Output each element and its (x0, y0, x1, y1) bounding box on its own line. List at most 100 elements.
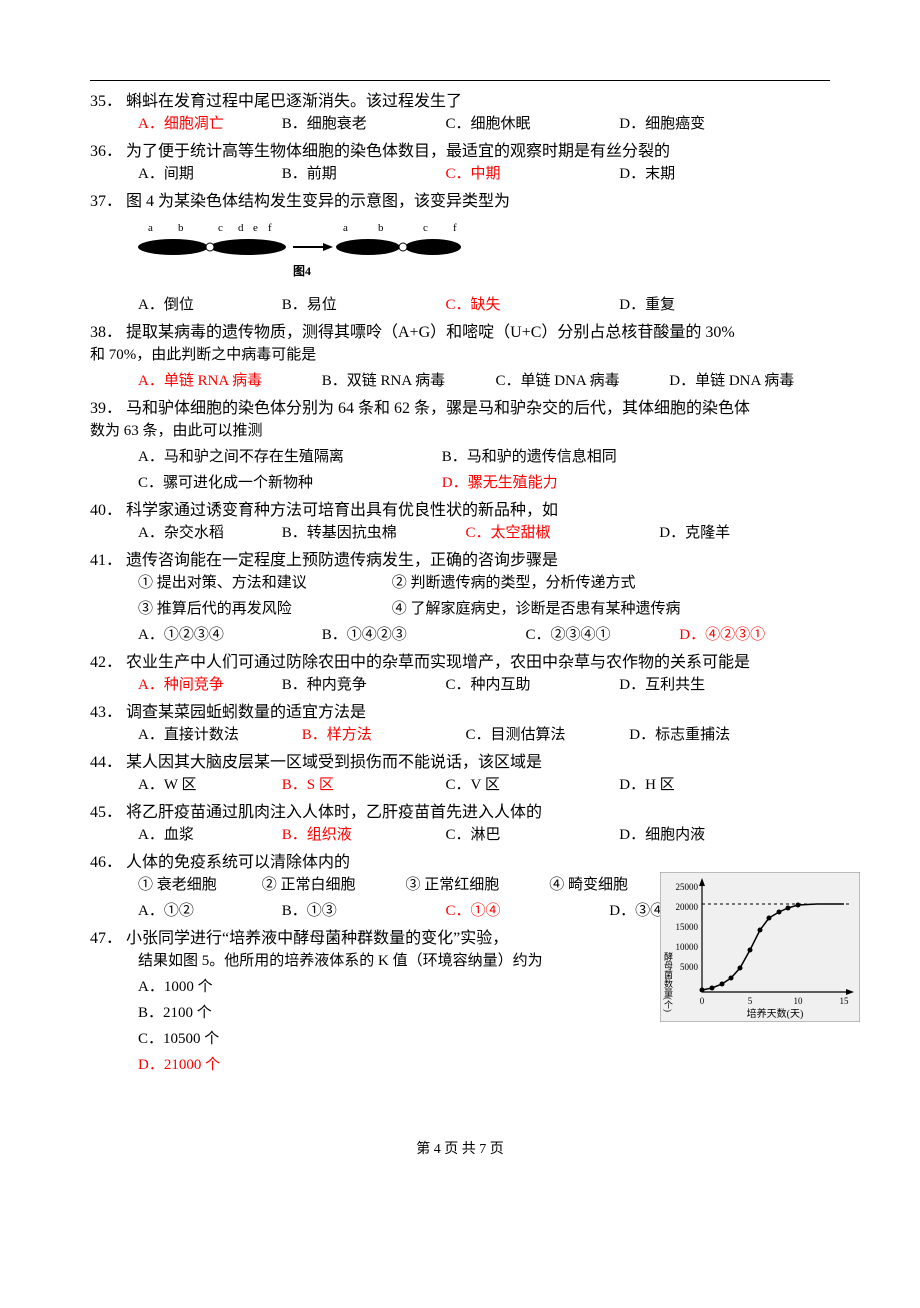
q41-optD: D．④②③① (679, 622, 765, 648)
q39-text: 马和驴体细胞的染色体分别为 64 条和 62 条，骡是马和驴杂交的后代，其体细胞… (126, 394, 830, 418)
question-45: 45． 将乙肝疫苗通过肌肉注入人体时，乙肝疫苗首先进入人体的 (90, 798, 830, 822)
q36-optC: C．中期 (446, 161, 616, 187)
q37-optA: A．倒位 (138, 292, 278, 318)
page-footer: 第 4 页 共 7 页 (90, 1138, 830, 1158)
q37-figure: a b c d e f a b c f 图4 (90, 211, 830, 292)
q39-optD: D．骡无生殖能力 (442, 470, 558, 496)
svg-text:a: a (148, 222, 153, 234)
q35-text: 蝌蚪在发育过程中尾巴逐渐消失。该过程发生了 (126, 87, 830, 111)
q47-num: 47． (90, 924, 126, 948)
chromosome-diagram: a b c d e f a b c f 图4 (138, 219, 478, 283)
q36-num: 36． (90, 137, 126, 161)
q46-optB: B．①③ (282, 898, 442, 924)
q35-num: 35． (90, 87, 126, 111)
q43-optC: C．目测估算法 (466, 722, 626, 748)
q45-num: 45． (90, 798, 126, 822)
q37-num: 37． (90, 187, 126, 211)
q37-optC: C．缺失 (446, 292, 616, 318)
q42-options: A．种间竞争 B．种内竞争 C．种内互助 D．互利共生 (90, 672, 830, 698)
svg-text:25000: 25000 (676, 882, 699, 892)
q41-optB: B．①④②③ (322, 622, 522, 648)
q35-optC: C．细胞休眠 (446, 111, 616, 137)
q40-num: 40． (90, 496, 126, 520)
q41-num: 41． (90, 546, 126, 570)
question-44: 44． 某人因其大脑皮层某一区域受到损伤而不能说话，该区域是 (90, 748, 830, 772)
q47-optC: C．10500 个 (90, 1026, 830, 1052)
q43-options: A．直接计数法 B．样方法 C．目测估算法 D．标志重捕法 (90, 722, 830, 748)
q37-optD: D．重复 (619, 292, 675, 318)
q38-text: 提取某病毒的遗传物质，测得其嘌呤（A+G）和嘧啶（U+C）分别占总核苷酸量的 3… (126, 318, 830, 342)
q39-options-row2: C．骡可进化成一个新物种 D．骡无生殖能力 (90, 470, 830, 496)
question-37: 37． 图 4 为某染色体结构发生变异的示意图，该变异类型为 (90, 187, 830, 211)
q41-optA: A．①②③④ (138, 622, 318, 648)
svg-text:酵母菌数量(个): 酵母菌数量(个) (663, 952, 673, 1012)
q35-options: A．细胞凋亡 B．细胞衰老 C．细胞休眠 D．细胞癌变 (90, 111, 830, 137)
q37-options: A．倒位 B．易位 C．缺失 D．重复 (90, 292, 830, 318)
q41-l4: ④ 了解家庭病史，诊断是否患有某种遗传病 (392, 596, 681, 622)
q43-optD: D．标志重捕法 (629, 722, 730, 748)
q46-optD: D．③④ (609, 898, 665, 924)
q36-optA: A．间期 (138, 161, 278, 187)
q41-list-row1: ① 提出对策、方法和建议 ② 判断遗传病的类型，分析传递方式 (90, 570, 830, 596)
svg-text:10000: 10000 (676, 942, 699, 952)
svg-text:d: d (238, 222, 244, 234)
q40-optB: B．转基因抗虫棉 (282, 520, 462, 546)
q38-optC: C．单链 DNA 病毒 (496, 368, 666, 394)
q35-optB: B．细胞衰老 (282, 111, 442, 137)
q43-optB: B．样方法 (302, 722, 462, 748)
svg-text:b: b (178, 222, 184, 234)
svg-text:15000: 15000 (676, 922, 699, 932)
question-36: 36． 为了便于统计高等生物体细胞的染色体数目，最适宜的观察时期是有丝分裂的 (90, 137, 830, 161)
q45-optC: C．淋巴 (446, 822, 616, 848)
svg-text:f: f (268, 222, 272, 234)
q40-text: 科学家通过诱变育种方法可培育出具有优良性状的新品种，如 (126, 496, 830, 520)
q36-options: A．间期 B．前期 C．中期 D．末期 (90, 161, 830, 187)
q36-text: 为了便于统计高等生物体细胞的染色体数目，最适宜的观察时期是有丝分裂的 (126, 137, 830, 161)
question-46: 46． 人体的免疫系统可以清除体内的 (90, 848, 830, 872)
q37-optB: B．易位 (282, 292, 442, 318)
q39-options-row1: A．马和驴之间不存在生殖隔离 B．马和驴的遗传信息相同 (90, 444, 830, 470)
q46-optA: A．①② (138, 898, 278, 924)
question-43: 43． 调查某菜园蚯蚓数量的适宜方法是 (90, 698, 830, 722)
svg-text:b: b (378, 222, 384, 234)
q39-optC: C．骡可进化成一个新物种 (138, 470, 438, 496)
q38-text2: 和 70%，由此判断之中病毒可能是 (90, 342, 830, 368)
q42-optA: A．种间竞争 (138, 672, 278, 698)
svg-text:a: a (343, 222, 348, 234)
question-38: 38． 提取某病毒的遗传物质，测得其嘌呤（A+G）和嘧啶（U+C）分别占总核苷酸… (90, 318, 830, 342)
q45-optD: D．细胞内液 (619, 822, 705, 848)
q46-optC: C．①④ (446, 898, 606, 924)
q45-optB: B．组织液 (282, 822, 442, 848)
svg-text:15: 15 (840, 996, 850, 1006)
q46-text: 人体的免疫系统可以清除体内的 (126, 848, 830, 872)
q41-optC: C．②③④① (526, 622, 676, 648)
q44-optC: C．V 区 (446, 772, 616, 798)
q43-optA: A．直接计数法 (138, 722, 298, 748)
svg-text:0: 0 (700, 996, 705, 1006)
q41-list-row2: ③ 推算后代的再发风险 ④ 了解家庭病史，诊断是否患有某种遗传病 (90, 596, 830, 622)
q44-num: 44． (90, 748, 126, 772)
q40-optA: A．杂交水稻 (138, 520, 278, 546)
q41-l2: ② 判断遗传病的类型，分析传递方式 (392, 570, 636, 596)
q42-optB: B．种内竞争 (282, 672, 442, 698)
q38-options: A．单链 RNA 病毒 B．双链 RNA 病毒 C．单链 DNA 病毒 D．单链… (90, 368, 830, 394)
q35-optD: D．细胞癌变 (619, 111, 705, 137)
question-42: 42． 农业生产中人们可通过防除农田中的杂草而实现增产，农田中杂草与农作物的关系… (90, 648, 830, 672)
q46-l4: ④ 畸变细胞 (549, 872, 628, 898)
q41-text: 遗传咨询能在一定程度上预防遗传病发生，正确的咨询步骤是 (126, 546, 830, 570)
svg-text:5000: 5000 (680, 962, 699, 972)
yeast-growth-chart: 25000 20000 15000 10000 5000 0 5 10 15 酵… (660, 872, 860, 1022)
question-35: 35． 蝌蚪在发育过程中尾巴逐渐消失。该过程发生了 (90, 87, 830, 111)
q36-optB: B．前期 (282, 161, 442, 187)
svg-text:c: c (423, 222, 428, 234)
question-40: 40． 科学家通过诱变育种方法可培育出具有优良性状的新品种，如 (90, 496, 830, 520)
q36-optD: D．末期 (619, 161, 675, 187)
top-rule (90, 80, 830, 81)
q47-optD: D．21000 个 (90, 1052, 830, 1078)
q40-optC: C．太空甜椒 (466, 520, 656, 546)
q41-l3: ③ 推算后代的再发风险 (138, 596, 388, 622)
q38-optA: A．单链 RNA 病毒 (138, 368, 318, 394)
question-39: 39． 马和驴体细胞的染色体分别为 64 条和 62 条，骡是马和驴杂交的后代，… (90, 394, 830, 418)
q44-options: A．W 区 B．S 区 C．V 区 D．H 区 (90, 772, 830, 798)
q46-l2: ② 正常白细胞 (262, 872, 402, 898)
